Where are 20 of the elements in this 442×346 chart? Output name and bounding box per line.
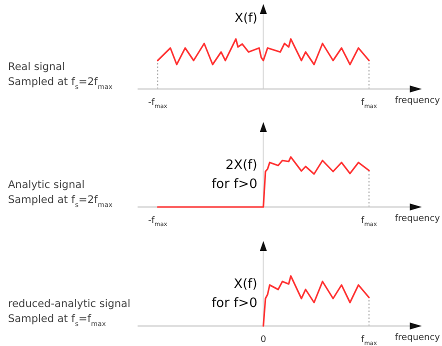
text: Sampled at f$_{s}$=f$_{max}$ (8, 313, 106, 328)
x-axis-title: frequency (394, 96, 441, 106)
text: Sampled at f$_{s}$=2f$_{max}$ (8, 194, 113, 209)
x-tick-label: f$_{max}$ (361, 216, 378, 228)
x-tick-label: -f$_{max}$ (148, 216, 168, 228)
text: Real signal (8, 61, 66, 73)
x-tick-label: -f$_{max}$ (148, 98, 168, 110)
text: Analytic signal (8, 179, 85, 191)
text: Sampled at f$_{s}$=2f$_{max}$ (8, 76, 113, 91)
x-tick-label: 0 (260, 335, 266, 345)
annotation: for f>0 (212, 296, 258, 311)
annotation: for f>0 (212, 177, 258, 192)
annotation: X(f) (234, 277, 258, 292)
x-tick-label: f$_{max}$ (361, 98, 378, 110)
annotation: 2X(f) (225, 158, 258, 173)
text: reduced-analytic signal (8, 298, 130, 310)
x-axis-title: frequency (394, 214, 441, 224)
y-axis-title: X(f) (234, 10, 258, 25)
x-axis-title: frequency (394, 333, 441, 343)
x-tick-label: f$_{max}$ (361, 335, 378, 346)
